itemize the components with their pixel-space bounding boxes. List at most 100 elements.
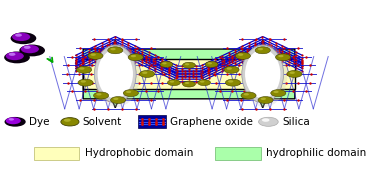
Point [273, 49, 279, 52]
Point [106, 90, 112, 93]
Point [291, 55, 297, 58]
Point [79, 59, 85, 62]
Point [139, 50, 145, 53]
Text: Dye: Dye [29, 117, 50, 127]
Point [179, 70, 185, 73]
Circle shape [9, 118, 14, 121]
Point [192, 78, 198, 81]
Point [119, 99, 125, 101]
Point [293, 66, 299, 69]
Point [111, 40, 117, 43]
Point [136, 73, 143, 75]
Point [146, 120, 152, 123]
Point [160, 120, 166, 123]
Text: Silica: Silica [282, 117, 310, 127]
Circle shape [76, 66, 91, 73]
Ellipse shape [251, 58, 274, 90]
Point [266, 43, 272, 46]
Point [131, 90, 137, 93]
Point [224, 46, 230, 49]
Point [281, 107, 287, 110]
Point [86, 53, 92, 56]
Circle shape [167, 80, 180, 86]
Point [232, 53, 239, 56]
Point [286, 48, 292, 50]
Point [125, 47, 132, 49]
Ellipse shape [94, 45, 136, 103]
Point [152, 67, 158, 70]
Point [149, 73, 155, 75]
Point [77, 46, 83, 49]
Point [139, 58, 145, 61]
Point [77, 99, 83, 101]
Point [296, 73, 302, 75]
Point [303, 55, 309, 58]
Point [299, 70, 305, 72]
Circle shape [262, 118, 270, 122]
Circle shape [255, 47, 270, 54]
Point [267, 99, 273, 101]
Point [133, 107, 139, 110]
Point [99, 52, 105, 55]
Point [182, 76, 188, 78]
Circle shape [9, 53, 15, 56]
Point [186, 75, 192, 78]
Point [239, 50, 245, 53]
Point [293, 56, 299, 59]
Point [133, 46, 139, 49]
Point [206, 61, 212, 64]
Point [299, 59, 305, 61]
Point [192, 65, 198, 68]
Point [166, 68, 172, 70]
Point [99, 42, 105, 44]
Point [158, 64, 164, 67]
Point [299, 64, 305, 67]
Point [112, 35, 118, 38]
Point [133, 38, 139, 41]
Point [152, 70, 158, 73]
Circle shape [15, 34, 22, 37]
Circle shape [6, 52, 24, 60]
Point [273, 57, 279, 60]
Point [159, 73, 165, 76]
Point [235, 73, 242, 75]
Point [69, 90, 75, 93]
Point [266, 41, 272, 44]
Point [155, 55, 161, 58]
Point [96, 54, 102, 57]
Circle shape [162, 62, 167, 64]
Point [88, 56, 94, 58]
Point [179, 75, 185, 78]
Point [119, 45, 125, 48]
Point [125, 52, 132, 55]
Point [284, 51, 290, 54]
Point [219, 60, 225, 62]
Point [236, 57, 242, 60]
Point [166, 71, 172, 74]
Circle shape [225, 79, 240, 86]
Point [239, 46, 245, 49]
Point [260, 42, 266, 45]
Point [77, 64, 83, 67]
Point [125, 49, 132, 52]
Circle shape [258, 97, 273, 104]
Point [139, 123, 145, 126]
Point [159, 60, 165, 63]
Point [73, 63, 79, 66]
Point [186, 65, 192, 68]
Point [284, 57, 290, 60]
Point [271, 81, 277, 84]
Point [268, 48, 274, 50]
Point [91, 46, 97, 49]
Point [205, 68, 211, 71]
Point [239, 48, 245, 50]
Point [206, 74, 212, 77]
Point [132, 58, 138, 60]
Point [132, 55, 138, 58]
Point [213, 62, 219, 65]
Point [278, 55, 284, 58]
Point [104, 46, 110, 49]
Point [125, 57, 132, 60]
Point [246, 42, 252, 44]
Point [119, 47, 125, 50]
